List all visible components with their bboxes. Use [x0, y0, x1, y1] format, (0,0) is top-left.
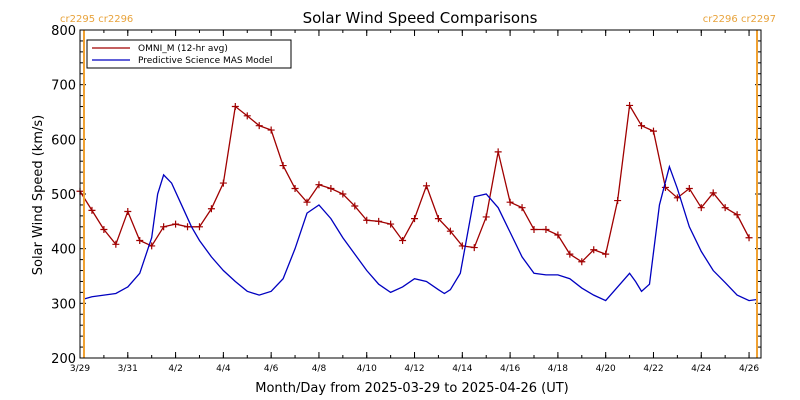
x-tick-label: 4/18	[548, 364, 568, 374]
carrington-rotation-label: cr2296 cr2297	[703, 14, 776, 25]
data-point-marker	[626, 101, 634, 109]
y-tick-label: 500	[51, 188, 76, 203]
data-point-marker	[446, 227, 454, 235]
legend-label-mas: Predictive Science MAS Model	[138, 56, 273, 66]
x-tick-label: 4/26	[739, 364, 759, 374]
data-point-marker	[614, 197, 622, 205]
data-point-marker	[638, 122, 646, 130]
data-point-marker	[387, 220, 395, 228]
y-tick-label: 600	[51, 133, 76, 148]
data-point-marker	[494, 148, 502, 156]
data-point-marker	[697, 204, 705, 212]
carrington-rotation-label: cr2295 cr2296	[60, 14, 133, 25]
carrington-marker-lines	[82, 30, 759, 358]
data-point-marker	[602, 250, 610, 258]
data-point-marker	[351, 202, 359, 210]
carrington-rotation-labels: cr2295 cr2296 cr2296 cr2297	[60, 14, 776, 25]
x-tick-label: 4/2	[168, 364, 182, 374]
data-point-marker	[411, 215, 419, 223]
data-point-marker	[542, 226, 550, 234]
data-point-marker	[100, 226, 108, 234]
data-point-marker	[578, 258, 586, 266]
data-point-marker	[399, 236, 407, 244]
y-axis-tick-labels: 200 300 400 500 600 700 800	[51, 24, 76, 367]
data-point-marker	[267, 126, 275, 134]
x-tick-label: 4/20	[596, 364, 616, 374]
data-point-marker	[566, 250, 574, 258]
data-point-marker	[506, 198, 514, 206]
data-point-marker	[184, 223, 192, 231]
data-point-marker	[172, 220, 180, 228]
data-point-marker	[231, 103, 239, 111]
x-axis-tick-labels: 3/29 3/31 4/2 4/4 4/6 4/8 4/10 4/12 4/14 4/16 4/18…	[70, 364, 760, 374]
x-tick-label: 4/12	[404, 364, 424, 374]
x-tick-label: 3/29	[70, 364, 90, 374]
x-axis-label: Month/Day from 2025-03-29 to 2025-04-26 …	[255, 381, 568, 396]
data-point-marker	[554, 231, 562, 239]
data-point-marker	[327, 185, 335, 193]
y-tick-label: 800	[51, 24, 76, 39]
data-point-marker	[745, 234, 753, 242]
x-tick-label: 4/16	[500, 364, 520, 374]
data-point-marker	[255, 122, 263, 130]
x-tick-label: 4/10	[357, 364, 377, 374]
data-point-marker	[482, 213, 490, 221]
data-point-marker	[207, 205, 215, 213]
y-tick-label: 300	[51, 297, 76, 312]
data-point-marker	[709, 189, 717, 197]
data-point-marker	[733, 211, 741, 219]
data-point-marker	[112, 240, 120, 248]
legend: OMNI_M (12-hr avg) Predictive Science MA…	[86, 39, 292, 69]
data-point-marker	[124, 207, 132, 215]
data-point-marker	[721, 204, 729, 212]
data-point-marker	[530, 226, 538, 234]
series-layer	[76, 101, 758, 302]
x-tick-label: 4/8	[312, 364, 327, 374]
y-tick-label: 700	[51, 79, 76, 94]
data-point-marker	[363, 216, 371, 224]
series-line-1	[83, 164, 758, 302]
x-tick-label: 4/6	[264, 364, 279, 374]
x-tick-label: 4/24	[691, 364, 711, 374]
chart-title: Solar Wind Speed Comparisons	[303, 9, 538, 27]
data-point-marker	[88, 206, 96, 214]
x-tick-label: 3/31	[118, 364, 138, 374]
data-point-marker	[279, 162, 287, 170]
y-tick-label: 400	[51, 243, 76, 258]
data-point-marker	[590, 246, 598, 254]
y-tick-label: 200	[51, 352, 76, 367]
x-tick-label: 4/14	[452, 364, 472, 374]
data-point-marker	[315, 181, 323, 189]
data-point-marker	[434, 215, 442, 223]
data-point-marker	[422, 182, 430, 190]
data-point-marker	[661, 183, 669, 191]
data-point-marker	[339, 190, 347, 198]
y-axis-label: Solar Wind Speed (km/s)	[31, 115, 46, 275]
data-point-marker	[291, 185, 299, 193]
data-point-marker	[219, 179, 227, 187]
data-point-marker	[136, 236, 144, 244]
data-point-marker	[518, 204, 526, 212]
x-tick-label: 4/4	[216, 364, 231, 374]
x-tick-label: 4/22	[643, 364, 663, 374]
legend-box	[86, 39, 292, 69]
data-point-marker	[685, 185, 693, 193]
data-point-marker	[195, 223, 203, 231]
data-point-marker	[303, 198, 311, 206]
plot-frame	[79, 29, 762, 359]
data-point-marker	[470, 244, 478, 252]
data-point-marker	[243, 112, 251, 120]
data-point-marker	[375, 217, 383, 225]
data-point-marker	[160, 223, 168, 231]
legend-label-omni: OMNI_M (12-hr avg)	[138, 44, 228, 54]
data-point-marker	[649, 127, 657, 135]
